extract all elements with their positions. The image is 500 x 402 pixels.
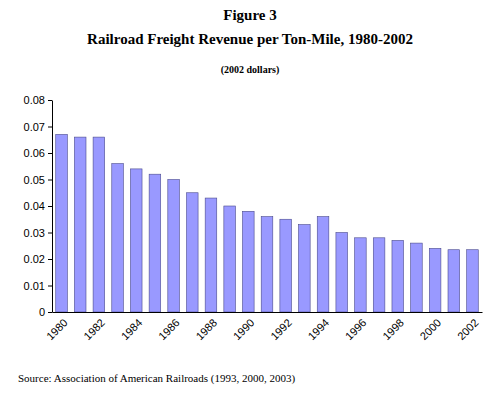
y-tick-mark: [48, 259, 52, 260]
chart: Figure 3 Railroad Freight Revenue per Ton…: [0, 0, 500, 402]
x-axis-line: [53, 312, 483, 313]
x-tick: 1992: [268, 312, 294, 342]
bar: [467, 250, 479, 312]
x-tick: 1998: [380, 312, 406, 342]
x-tick-label: 1998: [380, 316, 406, 342]
y-tick-label: 0: [39, 306, 45, 318]
x-tick-label: 1988: [193, 316, 219, 342]
y-tick: 0.08: [24, 94, 52, 106]
y-tick-mark: [48, 286, 52, 287]
x-axis: 1980 1982 1984 1986 1988 1990 1992 1994 1996 1998…: [44, 312, 483, 342]
x-tick-label: 1992: [268, 316, 294, 342]
plot: 00.010.020.030.040.050.060.070.081980198…: [24, 94, 483, 342]
bar: [205, 198, 217, 312]
subtitle: (2002 dollars): [221, 64, 280, 76]
y-tick-label: 0.08: [24, 94, 45, 106]
bar: [261, 217, 273, 312]
x-tick-label: 2002: [455, 316, 481, 342]
x-tick: 1986: [156, 312, 182, 342]
x-tick: 1980: [44, 312, 70, 342]
bars: [56, 134, 479, 312]
bar: [336, 233, 348, 313]
y-tick-mark: [48, 153, 52, 154]
y-tick: 0.04: [24, 200, 52, 212]
y-tick-label: 0.07: [24, 121, 45, 133]
x-tick: 1990: [231, 312, 257, 342]
y-axis-line: [52, 101, 53, 313]
bar: [448, 250, 460, 312]
bar: [429, 248, 441, 312]
bar: [186, 193, 198, 312]
bar: [130, 169, 142, 312]
y-tick: 0.06: [24, 147, 52, 159]
bar: [168, 180, 180, 313]
x-tick-label: 1982: [81, 316, 107, 342]
bar: [56, 134, 68, 312]
bar: [243, 211, 255, 312]
y-tick-mark: [48, 100, 52, 101]
x-tick-label: 1994: [305, 316, 331, 342]
y-tick-label: 0.06: [24, 147, 45, 159]
bar: [224, 206, 236, 312]
bar: [299, 225, 311, 312]
y-tick-label: 0.03: [24, 227, 45, 239]
bar: [411, 243, 423, 312]
y-tick: 0.02: [24, 253, 52, 265]
x-tick-label: 1990: [231, 316, 257, 342]
y-tick-label: 0.04: [24, 200, 45, 212]
title: Railroad Freight Revenue per Ton-Mile, 1…: [87, 31, 413, 47]
y-tick-mark: [48, 312, 52, 313]
y-tick: 0.01: [24, 280, 52, 292]
y-axis: 0 0.01 0.02 0.03 0.04 0.05 0.06 0.07 0.08: [24, 94, 53, 318]
bar: [149, 174, 161, 312]
x-tick: 2002: [455, 312, 481, 342]
y-tick: 0.07: [24, 121, 52, 133]
y-tick: 0.03: [24, 227, 52, 239]
y-tick-mark: [48, 180, 52, 181]
bar: [112, 164, 124, 312]
y-tick-mark: [48, 127, 52, 128]
x-tick: 1984: [119, 312, 145, 342]
bar: [317, 217, 329, 312]
x-tick-label: 2000: [418, 316, 444, 342]
bar: [93, 137, 105, 312]
y-tick-mark: [48, 233, 52, 234]
bar: [392, 240, 404, 312]
x-tick: 1988: [193, 312, 219, 342]
x-tick-label: 1986: [156, 316, 182, 342]
y-tick-label: 0.01: [24, 280, 45, 292]
x-tick-label: 1984: [119, 316, 145, 342]
x-tick-label: 1996: [343, 316, 369, 342]
x-tick: 1982: [81, 312, 107, 342]
y-tick-label: 0.02: [24, 253, 45, 265]
x-tick: 1994: [305, 312, 331, 342]
y-tick-label: 0.05: [24, 174, 45, 186]
x-tick-label: 1980: [44, 316, 70, 342]
bar: [355, 238, 367, 312]
bar: [280, 219, 292, 312]
source-note: Source: Association of American Railroad…: [18, 372, 295, 385]
figure-label: Figure 3: [223, 7, 276, 23]
y-tick-mark: [48, 206, 52, 207]
bar: [74, 137, 86, 312]
y-tick: 0.05: [24, 174, 52, 186]
y-tick: 0: [39, 306, 52, 318]
x-tick: 2000: [418, 312, 444, 342]
x-tick: 1996: [343, 312, 369, 342]
bar: [373, 238, 385, 312]
